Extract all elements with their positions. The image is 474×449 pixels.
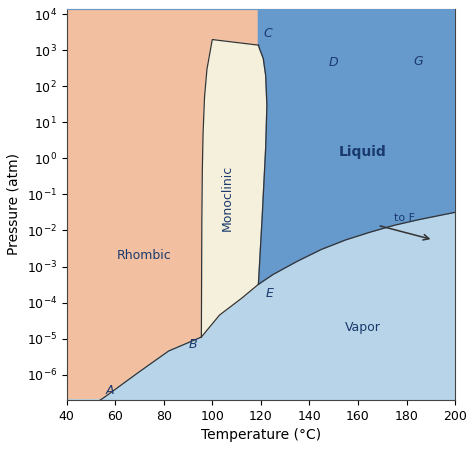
Text: E: E (266, 287, 273, 300)
Polygon shape (201, 40, 267, 337)
Text: D: D (329, 57, 338, 70)
Y-axis label: Pressure (atm): Pressure (atm) (7, 154, 21, 255)
Text: Vapor: Vapor (345, 321, 381, 334)
Text: C: C (263, 26, 272, 40)
Text: G: G (414, 55, 423, 68)
Text: to F: to F (394, 213, 415, 223)
Text: A: A (106, 384, 115, 397)
Polygon shape (66, 9, 455, 284)
Text: Monoclinic: Monoclinic (220, 165, 233, 231)
Text: Rhombic: Rhombic (117, 249, 172, 262)
Text: Liquid: Liquid (339, 145, 387, 159)
Polygon shape (66, 212, 455, 422)
X-axis label: Temperature (°C): Temperature (°C) (201, 428, 321, 442)
Text: B: B (189, 338, 197, 351)
